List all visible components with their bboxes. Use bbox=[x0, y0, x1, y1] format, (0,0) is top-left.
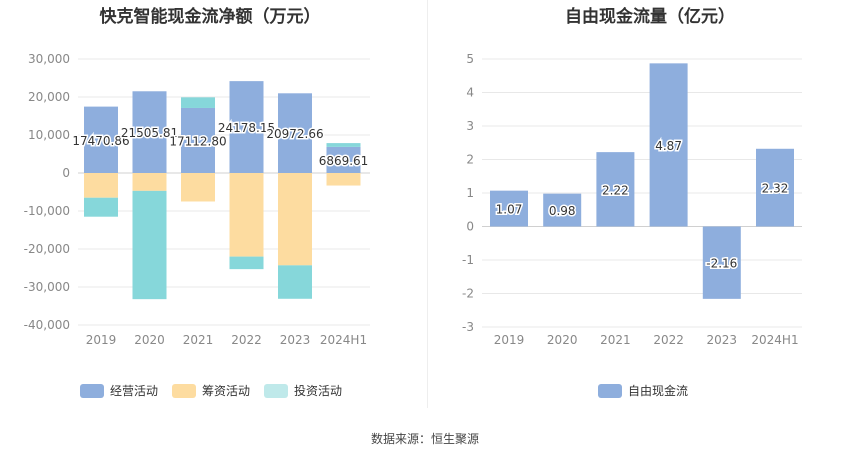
left-x-tick-label: 2023 bbox=[280, 333, 311, 347]
data-source-note: 数据来源：恒生聚源 bbox=[370, 432, 479, 446]
left-data-label: 17470.86 bbox=[72, 134, 129, 148]
legend-label-operating: 经营活动 bbox=[110, 384, 159, 398]
left-bar-primary bbox=[84, 106, 118, 173]
left-bar-primary bbox=[132, 91, 167, 173]
right-x-tick-label: 2022 bbox=[653, 333, 684, 347]
legend-item-financing[interactable]: 筹资活动 bbox=[172, 382, 250, 399]
left-bar-investing bbox=[84, 197, 118, 217]
left-data-label: 6869.61 bbox=[319, 154, 369, 168]
left-bar-financing bbox=[278, 173, 312, 266]
left-bar-investing bbox=[132, 190, 167, 300]
right-y-tick-label: 4 bbox=[466, 86, 474, 100]
left-data-label: 17112.80 bbox=[169, 134, 226, 148]
legend-label-fcf: 自由现金流 bbox=[628, 384, 689, 398]
right-bar-primary bbox=[543, 193, 582, 227]
left-bar-primary bbox=[181, 107, 215, 173]
legend-label-investing: 投资活动 bbox=[294, 384, 343, 398]
left-bar-primary bbox=[326, 146, 361, 173]
right-data-label: 2.22 bbox=[602, 183, 629, 197]
left-y-tick-label: 30,000 bbox=[28, 52, 70, 66]
right-x-tick-label: 2023 bbox=[707, 333, 738, 347]
left-data-label: 21505.81 bbox=[121, 126, 178, 140]
left-x-tick-label: 2022 bbox=[231, 333, 262, 347]
left-bar-financing bbox=[326, 173, 361, 186]
legend-swatch-operating bbox=[80, 383, 104, 398]
panel-divider bbox=[427, 0, 428, 408]
legend-item-investing[interactable]: 投资活动 bbox=[264, 382, 342, 399]
right-chart-title: 自由现金流量（亿元） bbox=[565, 7, 735, 27]
right-x-tick-label: 2020 bbox=[547, 333, 578, 347]
right-y-tick-label: 5 bbox=[466, 52, 474, 66]
left-y-tick-label: 20,000 bbox=[28, 90, 70, 104]
left-y-tick-label: -20,000 bbox=[24, 242, 70, 256]
legend-swatch-financing bbox=[172, 383, 197, 398]
left-y-tick-label: -10,000 bbox=[24, 204, 70, 218]
left-bar-investing bbox=[229, 256, 264, 270]
right-bar-primary bbox=[490, 190, 528, 227]
legend-item-fcf[interactable]: 自由现金流 bbox=[598, 382, 688, 399]
left-bar-primary bbox=[229, 81, 264, 173]
right-x-tick-label: 2019 bbox=[494, 333, 525, 347]
left-y-tick-label: -30,000 bbox=[24, 280, 70, 294]
left-bar-financing bbox=[181, 173, 215, 202]
left-bar-investing bbox=[278, 265, 312, 299]
right-legend: 自由现金流 bbox=[598, 382, 702, 399]
left-bar-primary bbox=[278, 93, 312, 173]
legend-label-financing: 筹资活动 bbox=[202, 384, 251, 398]
right-data-label: 4.87 bbox=[655, 139, 682, 153]
left-y-tick-label: -40,000 bbox=[24, 318, 70, 332]
left-y-tick-label: 0 bbox=[62, 166, 70, 180]
legend-swatch-fcf bbox=[598, 383, 622, 398]
right-y-tick-label: 1 bbox=[466, 186, 474, 200]
right-data-label: 1.07 bbox=[496, 203, 523, 217]
left-bar-financing bbox=[132, 173, 167, 191]
right-bar-primary bbox=[702, 226, 741, 299]
right-data-label: 0.98 bbox=[549, 204, 576, 218]
left-bar-investing bbox=[326, 143, 361, 147]
right-data-label: 2.32 bbox=[762, 182, 789, 196]
left-bar-financing bbox=[229, 173, 264, 257]
right-y-tick-label: -3 bbox=[462, 320, 474, 334]
right-x-tick-label: 2024H1 bbox=[751, 333, 798, 347]
right-y-tick-label: -2 bbox=[462, 287, 474, 301]
left-data-label: 24178.15 bbox=[218, 121, 275, 135]
left-legend: 经营活动 筹资活动 投资活动 bbox=[80, 382, 356, 399]
right-bar-primary bbox=[756, 148, 794, 227]
right-y-tick-label: 0 bbox=[466, 220, 474, 234]
legend-swatch-investing bbox=[264, 383, 289, 398]
right-data-label: -2.16 bbox=[706, 257, 737, 271]
left-x-tick-label: 2024H1 bbox=[320, 333, 367, 347]
right-y-tick-label: 2 bbox=[466, 153, 474, 167]
right-bar-primary bbox=[596, 152, 635, 227]
right-bar-primary bbox=[649, 63, 688, 227]
left-data-label: 20972.66 bbox=[266, 127, 323, 141]
left-bar-investing bbox=[181, 97, 215, 108]
left-x-tick-label: 2019 bbox=[86, 333, 117, 347]
right-y-tick-label: 3 bbox=[466, 119, 474, 133]
left-x-tick-label: 2020 bbox=[134, 333, 165, 347]
right-x-tick-label: 2021 bbox=[600, 333, 631, 347]
legend-item-operating[interactable]: 经营活动 bbox=[80, 382, 158, 399]
left-x-tick-label: 2021 bbox=[183, 333, 214, 347]
left-chart-title: 快克智能现金流净额（万元） bbox=[99, 7, 321, 27]
left-y-tick-label: 10,000 bbox=[28, 128, 70, 142]
left-bar-financing bbox=[84, 173, 118, 198]
right-y-tick-label: -1 bbox=[462, 253, 474, 267]
